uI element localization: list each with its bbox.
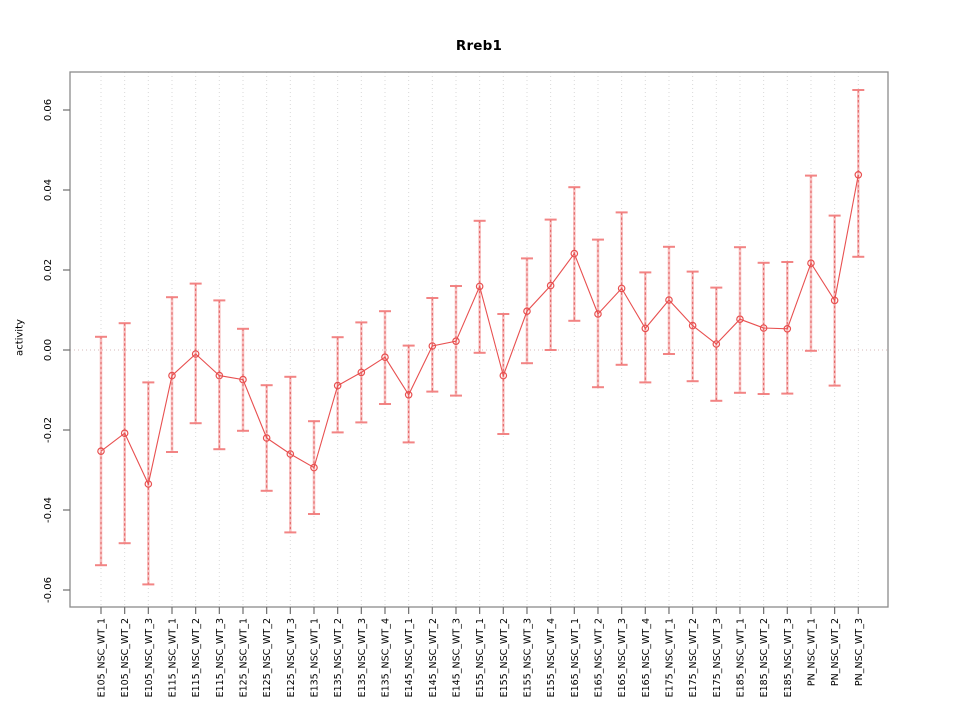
plot-frame [69, 71, 889, 608]
chart-title: Rreb1 [455, 38, 503, 54]
data-point-marker [736, 315, 744, 324]
data-point-marker [807, 259, 815, 268]
x-axis-label: E145_NSC_WT_3 [451, 618, 462, 697]
x-axis-label: E175_NSC_WT_2 [688, 618, 699, 697]
data-point-marker [759, 324, 768, 332]
data-point-marker [641, 324, 650, 333]
data-point-marker [546, 281, 555, 290]
data-point-marker [783, 324, 792, 333]
data-point-marker [570, 249, 579, 258]
y-axis-tick-label: -0.06 [43, 577, 54, 603]
data-point-marker [712, 340, 721, 348]
x-axis-label: E115_NSC_WT_2 [191, 618, 202, 697]
x-axis-label: E175_NSC_WT_3 [712, 618, 723, 697]
x-axis-label: E165_NSC_WT_2 [593, 618, 604, 697]
x-axis-label: E135_NSC_WT_2 [333, 618, 344, 697]
x-axis-label: E125_NSC_WT_1 [238, 618, 249, 697]
data-point-marker [97, 447, 105, 456]
data-point-marker [120, 429, 129, 438]
x-axis-label: E135_NSC_WT_3 [357, 618, 368, 697]
x-axis-label: E155_NSC_WT_4 [546, 618, 557, 697]
x-axis-label: E155_NSC_WT_2 [499, 618, 510, 697]
x-axis-label: E105_NSC_WT_1 [97, 618, 108, 697]
data-point-marker [830, 296, 839, 305]
data-point-marker [475, 282, 484, 291]
x-axis-label: E165_NSC_WT_1 [570, 618, 581, 697]
data-point-marker [168, 371, 176, 380]
x-axis-label: E165_NSC_WT_4 [641, 618, 652, 697]
x-axis-label: E185_NSC_WT_2 [759, 618, 770, 697]
x-axis-label: PN_NSC_WT_1 [806, 618, 817, 686]
y-axis-tick-label: 0.06 [43, 99, 54, 121]
x-axis-label: E145_NSC_WT_1 [404, 618, 415, 697]
y-axis-tick-label: -0.04 [43, 497, 54, 523]
data-point-marker [688, 321, 697, 330]
data-point-marker [594, 310, 602, 318]
x-axis-label: E155_NSC_WT_1 [475, 618, 486, 697]
data-point-marker [452, 337, 460, 346]
data-point-marker [381, 353, 389, 362]
x-axis-label: E105_NSC_WT_3 [144, 618, 155, 697]
x-axis-label: E185_NSC_WT_1 [735, 618, 746, 697]
x-axis-label: E145_NSC_WT_2 [428, 618, 439, 697]
data-point-marker [404, 390, 413, 399]
y-axis-tick-label: 0.04 [43, 179, 54, 201]
x-axis-label: PN_NSC_WT_3 [854, 618, 865, 686]
data-point-marker [617, 284, 626, 293]
y-axis-tick-label: -0.02 [43, 417, 54, 443]
x-axis-label: E155_NSC_WT_3 [522, 618, 533, 697]
x-axis-label: E115_NSC_WT_1 [167, 618, 178, 697]
data-point-marker [286, 450, 295, 458]
data-point-marker [499, 371, 508, 380]
x-axis-label: E135_NSC_WT_4 [380, 618, 391, 697]
y-axis-tick-label: 0.02 [43, 259, 54, 281]
data-point-marker [523, 307, 531, 316]
series-line [100, 174, 859, 486]
data-point-marker [262, 434, 271, 442]
data-point-marker [239, 375, 247, 384]
data-point-marker [665, 296, 673, 304]
x-axis-label: E165_NSC_WT_3 [617, 618, 628, 697]
x-axis-label: E125_NSC_WT_2 [262, 618, 273, 697]
data-point-marker [310, 463, 318, 472]
x-axis-label: E115_NSC_WT_3 [215, 618, 226, 697]
y-axis-tick-label: 0.00 [43, 339, 54, 361]
data-point-marker [215, 371, 224, 380]
x-axis-label: E135_NSC_WT_1 [309, 618, 320, 697]
x-axis-label: PN_NSC_WT_2 [830, 618, 841, 686]
data-point-marker [144, 480, 153, 488]
data-point-marker [854, 171, 863, 179]
x-axis-label: E175_NSC_WT_1 [664, 618, 675, 697]
data-point-marker [333, 381, 342, 390]
x-axis-label: E125_NSC_WT_3 [286, 618, 297, 697]
data-point-marker [428, 342, 437, 350]
data-point-marker [191, 350, 200, 358]
x-axis-label: E105_NSC_WT_2 [120, 618, 131, 697]
x-axis-label: E185_NSC_WT_3 [783, 618, 794, 697]
data-point-marker [357, 368, 366, 377]
